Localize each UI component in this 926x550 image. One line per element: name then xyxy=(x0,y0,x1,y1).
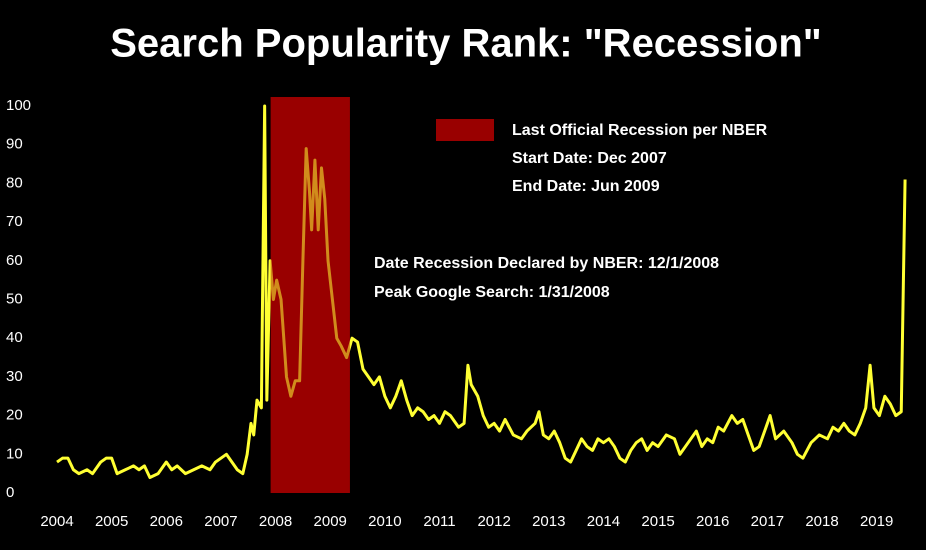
y-tick-label: 10 xyxy=(6,445,23,462)
annotation: Peak Google Search: 1/31/2008 xyxy=(374,284,610,301)
x-tick-label: 2011 xyxy=(423,513,455,530)
legend-label: Last Official Recession per NBER xyxy=(512,122,768,139)
y-tick-label: 20 xyxy=(6,407,23,424)
x-tick-label: 2009 xyxy=(314,513,347,530)
series-line xyxy=(56,104,907,480)
x-tick-label: 2012 xyxy=(477,513,510,530)
x-tick-label: 2010 xyxy=(368,513,401,530)
x-tick-label: 2014 xyxy=(587,513,620,530)
y-tick-label: 40 xyxy=(6,329,23,346)
x-tick-label: 2018 xyxy=(805,513,838,530)
y-tick-label: 50 xyxy=(6,290,23,307)
recession-band xyxy=(270,97,350,493)
recession-overlay xyxy=(270,97,350,493)
y-tick-label: 0 xyxy=(6,484,14,501)
x-tick-label: 2013 xyxy=(532,513,565,530)
x-tick-label: 2004 xyxy=(40,513,73,530)
y-tick-label: 90 xyxy=(6,136,23,153)
x-tick-label: 2016 xyxy=(696,513,729,530)
x-tick-label: 2005 xyxy=(95,513,128,530)
y-tick-label: 30 xyxy=(6,368,23,385)
x-tick-label: 2006 xyxy=(150,513,183,530)
chart-title: Search Popularity Rank: "Recession" xyxy=(110,22,822,66)
y-tick-label: 80 xyxy=(6,174,23,191)
x-tick-label: 2017 xyxy=(751,513,784,530)
x-tick-label: 2019 xyxy=(860,513,893,530)
legend-label: Start Date: Dec 2007 xyxy=(512,150,667,167)
legend-label: End Date: Jun 2009 xyxy=(512,178,660,195)
y-tick-label: 100 xyxy=(6,97,31,114)
legend-swatch xyxy=(436,119,494,141)
x-tick-label: 2007 xyxy=(204,513,237,530)
y-tick-label: 70 xyxy=(6,213,23,230)
y-tick-label: 60 xyxy=(6,252,23,269)
x-tick-label: 2008 xyxy=(259,513,292,530)
x-tick-label: 2015 xyxy=(641,513,674,530)
annotation: Date Recession Declared by NBER: 12/1/20… xyxy=(374,255,719,272)
